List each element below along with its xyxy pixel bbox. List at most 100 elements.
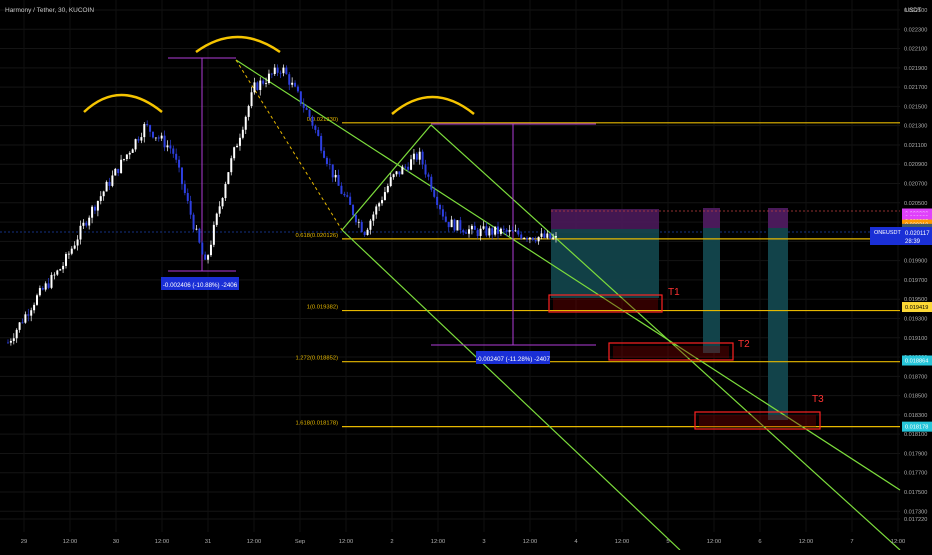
candle-body: [383, 192, 386, 201]
time-tick-label: 12:00: [339, 539, 354, 545]
candle-body: [157, 137, 160, 139]
time-axis[interactable]: 29 12:00 30 12:00 31 12:00 Sep 12:00 2 12:00 3 12:0…: [21, 539, 905, 545]
symbol-badge: [870, 227, 902, 245]
candle-body: [285, 67, 288, 75]
candle-body: [375, 206, 378, 215]
fib-levels: 0(0.021330) 0.618(0.020126) 1(0.019382) 1.2…: [295, 117, 900, 428]
candle-body: [349, 196, 352, 205]
price-badge: [902, 302, 932, 313]
channel-lines: [235, 59, 901, 551]
candle-body: [395, 171, 398, 175]
candle-body: [412, 153, 415, 160]
candle-body: [38, 288, 41, 296]
measure-tool-1: -0.002406 (-10.88%) -2406: [161, 57, 239, 290]
fib-level-label: 0.618(0.020126): [295, 233, 338, 239]
candle-body: [357, 221, 360, 223]
price-tick-label: 0.020700: [904, 182, 927, 188]
right-shoulder-arc: [391, 95, 475, 115]
candle-body: [169, 145, 172, 149]
candle-body: [279, 72, 282, 74]
price-tick-label: 0.017220: [904, 517, 927, 523]
candle-body: [343, 193, 346, 196]
time-tick-label: 12:00: [155, 539, 170, 545]
time-tick-label: 4: [574, 539, 578, 545]
target-boxes: T1 T2 T3: [548, 287, 824, 430]
time-tick-label: 12:00: [63, 539, 78, 545]
time-tick-label: 31: [205, 539, 211, 545]
candle-body: [410, 159, 413, 170]
candle-body: [352, 204, 355, 216]
price-badge-text: 0.018178: [905, 425, 928, 431]
candle-body: [230, 158, 233, 173]
candle-body: [114, 168, 117, 176]
candle-body: [520, 234, 523, 239]
candle-body: [485, 226, 488, 236]
candle-body: [389, 177, 392, 187]
fib-level-label: 0(0.021330): [307, 117, 338, 123]
candle-body: [189, 200, 192, 215]
candle-body: [444, 216, 447, 222]
stop-zone-2: [703, 208, 720, 228]
candle-body: [439, 204, 442, 210]
price-axis[interactable]: USDT 0.022500 0.022300 0.022100 0.021900 0.0…: [870, 8, 932, 523]
measure-tool-2: -0.002407 (-11.28%) -2407: [431, 123, 596, 364]
candle-body: [67, 253, 70, 255]
price-badge: [902, 355, 932, 366]
candle-body: [415, 153, 418, 160]
candle-body: [468, 229, 471, 234]
candle-body: [96, 200, 99, 211]
candle-body: [354, 215, 357, 223]
candle-body: [35, 295, 38, 305]
candle-body: [311, 116, 314, 126]
candle-body: [76, 239, 79, 246]
candle-body: [180, 167, 183, 185]
candle-body: [282, 67, 285, 74]
candle-body: [183, 184, 186, 194]
candle-body: [499, 228, 502, 234]
candle-body: [459, 220, 462, 231]
candle-body: [528, 237, 531, 240]
candle-body: [224, 184, 227, 199]
time-tick-label: 7: [850, 539, 853, 545]
measure-label-text: -0.002406 (-10.88%) -2406: [163, 282, 238, 289]
candle-body: [12, 338, 15, 341]
fib-level-label: 1.272(0.018852): [295, 356, 338, 362]
candle-body: [143, 124, 146, 138]
price-tick-label: 0.019500: [904, 297, 927, 303]
head-shoulders-arcs: [83, 35, 475, 115]
chart-title: Harmony / Tether, 30, KUCOIN: [5, 7, 94, 14]
measure-label-box: [161, 277, 239, 290]
head-arc: [195, 35, 281, 54]
candle-body: [21, 322, 24, 324]
candle-body: [473, 225, 476, 230]
candle-body: [27, 314, 30, 316]
candle-body: [207, 255, 210, 260]
candle-body: [73, 245, 76, 249]
candle-body: [149, 125, 152, 132]
candle-body: [192, 214, 195, 230]
candle-body: [537, 236, 540, 242]
candle-body: [526, 237, 529, 240]
time-tick-label: 2: [390, 539, 393, 545]
candle-body: [288, 74, 291, 85]
candle-body: [33, 304, 36, 311]
candle-body: [140, 137, 143, 141]
candle-body: [363, 232, 366, 236]
candle-body: [491, 228, 494, 235]
candle-body: [247, 106, 250, 117]
left-shoulder-arc: [83, 93, 163, 113]
time-tick-label: 12:00: [891, 539, 906, 545]
candle-body: [470, 225, 473, 230]
candle-body: [267, 73, 270, 84]
time-tick-label: 3: [482, 539, 485, 545]
candle-body: [137, 139, 140, 141]
stop-zone-3: [768, 208, 788, 228]
candle-body: [317, 129, 320, 136]
candle-body: [314, 125, 317, 130]
price-tick-label: 0.017500: [904, 490, 927, 496]
time-tick-label: 30: [113, 539, 119, 545]
price-tick-label: 0.022300: [904, 27, 927, 33]
price-tick-label: 0.017900: [904, 451, 927, 457]
